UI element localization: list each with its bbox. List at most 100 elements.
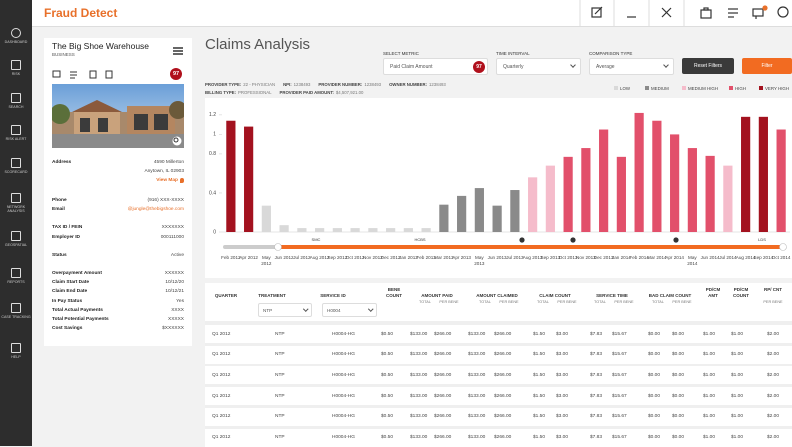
nav-icon: [11, 158, 21, 168]
provider-kind: BUSINESS: [52, 52, 75, 57]
bar: [439, 204, 449, 232]
table-cell: $0.50: [381, 414, 394, 420]
button-label: Reset Filters: [693, 63, 723, 69]
button[interactable]: Reset Filters: [682, 58, 734, 74]
table-cell: $0.00: [672, 352, 685, 358]
table-cell: $0.00: [648, 331, 661, 337]
nav-item[interactable]: DASHBOARD: [0, 26, 32, 52]
nav-icon: [11, 193, 21, 203]
table-cell: $1.00: [731, 414, 744, 420]
table-row[interactable]: Q1 2012 NTP H0004-HG $0.50 $133.00 $266.00 $13…: [205, 366, 792, 385]
table-cell: $0.00: [648, 352, 661, 358]
y-tick-label: 1: [213, 132, 216, 138]
column-subheader: TOTAL: [652, 300, 664, 304]
table-cell: $3.00: [556, 393, 569, 399]
table-row[interactable]: Q1 2012 NTP H0004-HG $0.50 $133.00 $266.00 $13…: [205, 345, 792, 364]
field-label: Total Potential Payments: [52, 317, 109, 322]
bar: [244, 126, 254, 232]
nav-item[interactable]: CASE TRACKING: [0, 301, 32, 327]
bar: [652, 120, 662, 232]
nav-item[interactable]: HELP: [0, 341, 32, 367]
x-tick-label: Apr 2013: [452, 255, 471, 260]
table-cell: $15.67: [612, 331, 627, 337]
x-tick-label: Jul 2012: [293, 255, 311, 260]
table-cell: $266.00: [434, 393, 452, 399]
table-cell: $3.00: [556, 331, 569, 337]
slider-handle: [274, 243, 282, 251]
column-header: PD/CM AMT: [705, 287, 721, 298]
table-cell: $133.00: [410, 331, 428, 337]
table-cell: $133.00: [410, 414, 428, 420]
nav-item[interactable]: NETWORK ANALYSIS: [0, 191, 32, 217]
toolbar-icons: [579, 0, 789, 26]
legend-swatch: [645, 86, 649, 90]
table-cell: $0.00: [672, 331, 685, 337]
table-cell: $1.00: [703, 331, 716, 337]
table-cell: $1.00: [703, 393, 716, 399]
nav-item[interactable]: GEOSPATIAL: [0, 229, 32, 255]
table-cell: H0004-HG: [332, 372, 355, 378]
table-cell: Q1 2012: [212, 414, 231, 420]
table-cell: $15.67: [612, 414, 627, 420]
table-cell: $1.00: [703, 372, 716, 378]
bar: [545, 165, 555, 232]
filter-select[interactable]: H0004: [322, 303, 377, 317]
nav-icon: [11, 268, 21, 278]
column-header: CLAIM COUNT: [539, 293, 571, 298]
nav-item[interactable]: SEARCH: [0, 91, 32, 117]
table-cell: $2.00: [767, 435, 780, 440]
column-header: RP/ CNT: [764, 287, 782, 292]
filter-select[interactable]: NTP: [258, 303, 312, 317]
field-label: Status: [52, 252, 67, 258]
legend-label: LOW: [620, 85, 631, 91]
nav-item[interactable]: RISK: [0, 58, 32, 84]
select-box[interactable]: Quarterly: [496, 58, 581, 75]
table-cell: $7.83: [590, 393, 603, 399]
table-row[interactable]: Q1 2012 NTP H0004-HG $0.50 $133.00 $266.00 $13…: [205, 428, 792, 447]
nav-label: SEARCH: [8, 105, 24, 109]
table-cell: $266.00: [434, 435, 452, 440]
info-label: OWNER NUMBER:: [389, 82, 428, 87]
table-cell: $133.00: [468, 372, 486, 378]
table-row[interactable]: Q1 2012 NTP H0004-HG $0.50 $133.00 $266.00 $13…: [205, 387, 792, 406]
x-tick-label: Feb 2013: [416, 255, 436, 260]
map-link[interactable]: View Map: [156, 178, 178, 183]
bar: [226, 120, 236, 232]
menu-icon[interactable]: [172, 46, 184, 56]
table-cell: $266.00: [494, 352, 512, 358]
info-label: BILLING TYPE:: [205, 90, 237, 95]
x-tick-label: Mar 2013: [434, 255, 454, 260]
field-value: XXXXXXX: [161, 225, 184, 231]
button[interactable]: Filter: [742, 58, 792, 74]
table-cell: $133.00: [468, 393, 486, 399]
table-cell: NTP: [275, 352, 285, 358]
x-tick-label: Aug 2013: [522, 255, 543, 260]
select-box[interactable]: Paid Claim Amount 97: [383, 58, 488, 75]
table-row[interactable]: Q1 2012 NTP H0004-HG $0.50 $133.00 $266.00 $13…: [205, 407, 792, 426]
select-value: Paid Claim Amount: [390, 64, 433, 70]
table-cell: $0.00: [648, 414, 661, 420]
field-label: Claim End Date: [52, 289, 88, 295]
nav-icon: [11, 231, 21, 241]
top-bar: Fraud Detect: [32, 0, 792, 27]
column-header: SERVICE TIME: [596, 293, 628, 298]
bar: [492, 205, 502, 232]
select-box[interactable]: Average: [589, 58, 674, 75]
bar: [332, 228, 342, 232]
table-row[interactable]: Q1 2012 NTP H0004-HG $0.50 $133.00 $266.00 $13…: [205, 325, 792, 343]
event-icon: [519, 237, 525, 243]
bar: [403, 228, 413, 232]
nav-item[interactable]: REPORTS: [0, 266, 32, 292]
table-cell: H0004-HG: [332, 352, 355, 358]
nav-item[interactable]: RISK ALERT: [0, 123, 32, 149]
info-label: PROVIDER NUMBER:: [318, 82, 363, 87]
bar: [457, 195, 467, 232]
filter-value: NTP: [263, 307, 273, 313]
y-tick-label: 0.4: [209, 190, 216, 196]
action-icons[interactable]: [52, 68, 122, 80]
bar: [723, 165, 733, 232]
table-cell: $15.67: [612, 372, 627, 378]
nav-item[interactable]: SCORECARD: [0, 156, 32, 182]
table-cell: $0.50: [381, 393, 394, 399]
select-caret: [302, 306, 308, 312]
